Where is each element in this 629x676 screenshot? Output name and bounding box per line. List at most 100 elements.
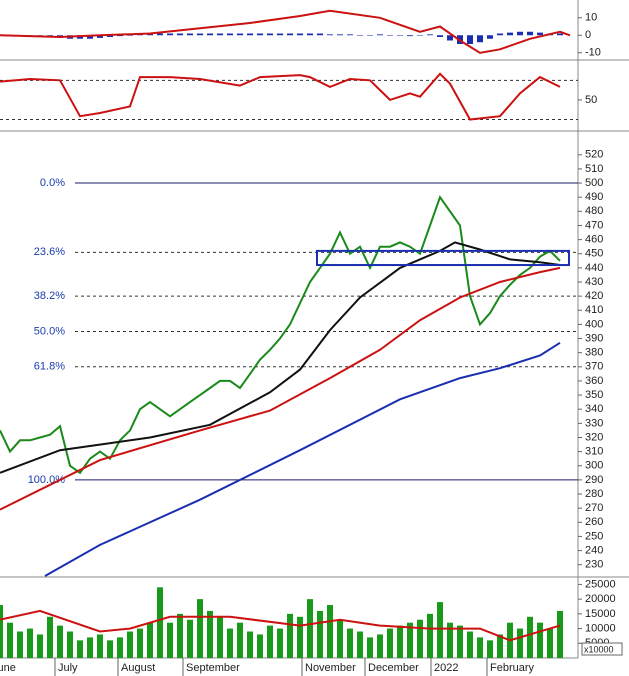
fib-label: 61.8% bbox=[34, 361, 65, 373]
x-tick-label: 2022 bbox=[434, 662, 458, 674]
y-tick-label: 380 bbox=[585, 347, 603, 359]
x-tick-label: November bbox=[305, 662, 356, 674]
bar bbox=[337, 34, 343, 36]
line-series bbox=[0, 195, 561, 475]
bar bbox=[257, 33, 263, 36]
bar bbox=[87, 35, 93, 39]
bar bbox=[107, 35, 113, 37]
bar bbox=[47, 616, 53, 658]
bar bbox=[447, 622, 453, 658]
x-tick-label: July bbox=[58, 662, 78, 674]
bar bbox=[497, 33, 503, 36]
y-tick-label: 0 bbox=[585, 29, 591, 41]
bar bbox=[127, 631, 133, 658]
bar bbox=[57, 625, 63, 658]
bar bbox=[207, 33, 213, 36]
y-tick-label: 340 bbox=[585, 403, 603, 415]
bar bbox=[297, 33, 303, 36]
bar bbox=[457, 625, 463, 658]
bar bbox=[17, 631, 23, 658]
bar bbox=[7, 622, 13, 658]
bar bbox=[367, 35, 373, 36]
y-tick-label: 450 bbox=[585, 248, 603, 260]
bar bbox=[117, 35, 123, 37]
bar bbox=[277, 628, 283, 658]
y-tick-label: 470 bbox=[585, 219, 603, 231]
bar bbox=[167, 622, 173, 658]
y-tick-label: 10000 bbox=[585, 622, 616, 634]
bar bbox=[307, 599, 313, 658]
bar bbox=[547, 628, 553, 658]
bar bbox=[207, 610, 213, 658]
bar bbox=[317, 33, 323, 36]
bar bbox=[557, 33, 563, 36]
bar bbox=[87, 637, 93, 658]
unit-label: x10000 bbox=[584, 644, 614, 654]
bar bbox=[237, 622, 243, 658]
bar bbox=[77, 640, 83, 658]
y-tick-label: 10 bbox=[585, 12, 597, 24]
line-series bbox=[0, 72, 561, 121]
y-tick-label: 370 bbox=[585, 361, 603, 373]
bar bbox=[297, 616, 303, 658]
y-tick-label: 230 bbox=[585, 559, 603, 571]
y-tick-label: 460 bbox=[585, 234, 603, 246]
bar bbox=[277, 33, 283, 36]
bar bbox=[137, 628, 143, 658]
bar bbox=[217, 33, 223, 36]
bar bbox=[177, 613, 183, 658]
bar bbox=[527, 616, 533, 658]
bar bbox=[467, 35, 473, 44]
bar bbox=[437, 602, 443, 658]
bar bbox=[487, 35, 493, 39]
fib-label: 50.0% bbox=[34, 325, 65, 337]
bar bbox=[147, 622, 153, 658]
bar bbox=[387, 35, 393, 36]
y-tick-label: 300 bbox=[585, 460, 603, 472]
bar bbox=[197, 33, 203, 36]
line-series bbox=[0, 266, 561, 511]
y-tick-label: 260 bbox=[585, 516, 603, 528]
bar bbox=[117, 637, 123, 658]
bar bbox=[127, 35, 133, 36]
bar bbox=[427, 613, 433, 658]
bar bbox=[307, 33, 313, 36]
y-tick-label: 410 bbox=[585, 304, 603, 316]
y-tick-label: 250 bbox=[585, 530, 603, 542]
bar bbox=[377, 34, 383, 36]
line-series bbox=[44, 341, 561, 577]
bar bbox=[337, 619, 343, 658]
bar bbox=[227, 33, 233, 36]
bar bbox=[437, 35, 443, 37]
y-tick-label: 240 bbox=[585, 544, 603, 556]
bar bbox=[477, 637, 483, 658]
y-tick-label: 390 bbox=[585, 332, 603, 344]
y-tick-label: 430 bbox=[585, 276, 603, 288]
bar bbox=[427, 34, 433, 36]
bar bbox=[227, 628, 233, 658]
bar bbox=[237, 33, 243, 36]
fib-label: 38.2% bbox=[34, 290, 65, 302]
line-series bbox=[0, 241, 561, 474]
bar bbox=[537, 622, 543, 658]
y-tick-label: 270 bbox=[585, 502, 603, 514]
unit-box bbox=[581, 642, 623, 656]
bar bbox=[327, 34, 333, 36]
bar bbox=[217, 616, 223, 658]
bar bbox=[317, 610, 323, 658]
bar bbox=[517, 31, 523, 36]
bar bbox=[497, 634, 503, 658]
bar bbox=[267, 33, 273, 36]
y-tick-label: 320 bbox=[585, 431, 603, 443]
y-tick-label: 510 bbox=[585, 163, 603, 175]
y-tick-label: 520 bbox=[585, 149, 603, 161]
fib-label: 0.0% bbox=[40, 177, 65, 189]
x-tick-label: December bbox=[368, 662, 419, 674]
bar bbox=[97, 35, 103, 38]
bar bbox=[327, 605, 333, 658]
x-tick-label: June bbox=[0, 662, 16, 674]
bar bbox=[267, 625, 273, 658]
bar bbox=[247, 33, 253, 36]
